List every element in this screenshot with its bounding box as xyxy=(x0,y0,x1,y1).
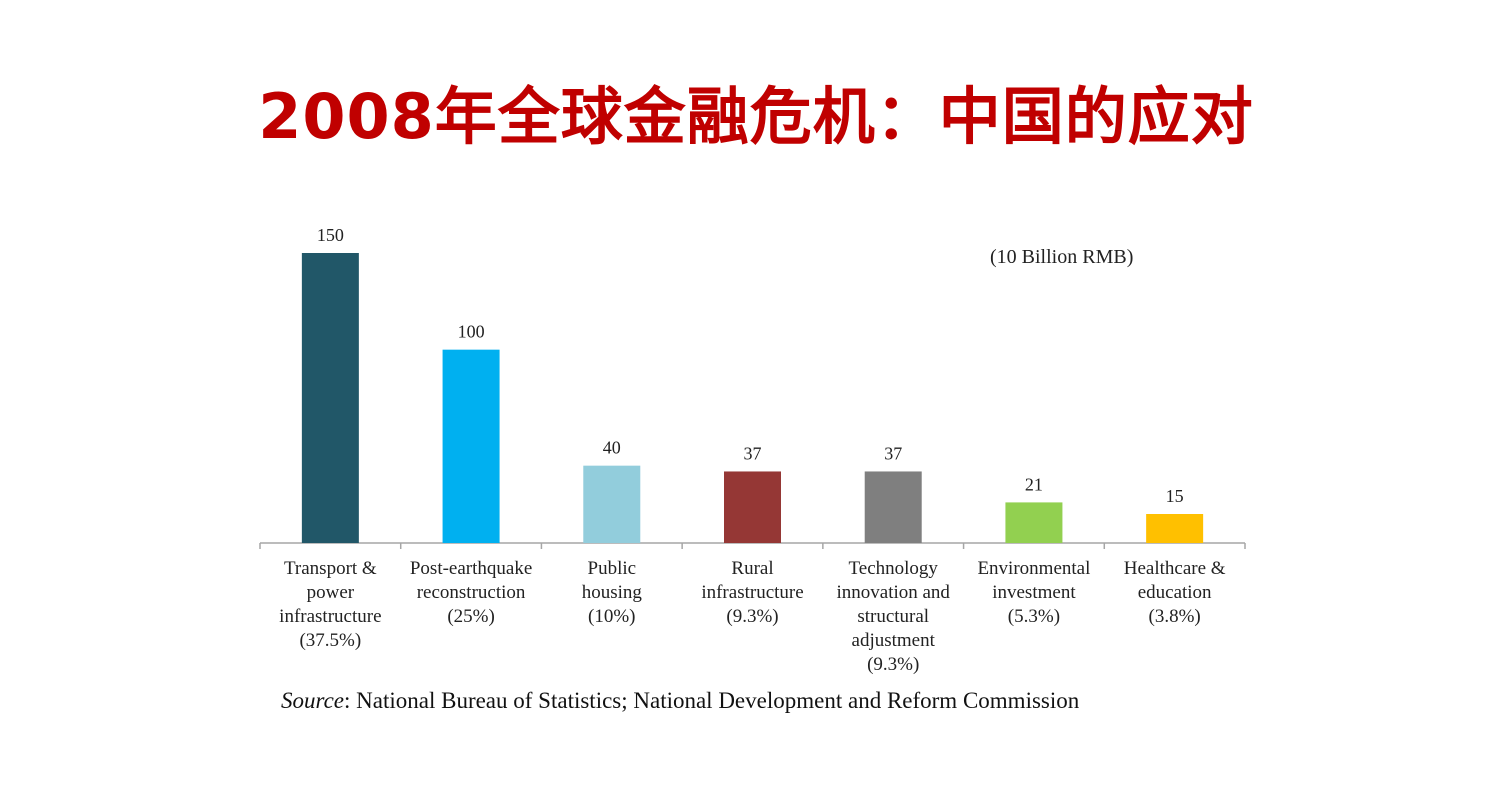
source-label: Source xyxy=(281,688,345,713)
category-label: Post-earthquake xyxy=(410,558,532,579)
data-label: 21 xyxy=(1025,474,1043,494)
category-label: Transport & xyxy=(284,558,377,579)
data-label: 37 xyxy=(744,443,762,463)
category-label: structural xyxy=(857,606,929,627)
category-label: adjustment xyxy=(852,630,936,651)
category-label: infrastructure xyxy=(701,582,803,603)
category-label: Rural xyxy=(731,558,773,579)
bar xyxy=(864,471,922,543)
category-label: education xyxy=(1138,582,1212,603)
category-label: investment xyxy=(992,582,1076,603)
bar xyxy=(724,471,781,543)
category-label: (9.3%) xyxy=(867,654,919,675)
data-label: 40 xyxy=(603,438,621,458)
bar xyxy=(442,349,500,543)
category-label: (25%) xyxy=(447,606,494,627)
source-text: : National Bureau of Statistics; Nationa… xyxy=(344,688,1080,713)
data-label: 15 xyxy=(1166,486,1184,506)
category-label: (9.3%) xyxy=(726,606,778,627)
category-label: reconstruction xyxy=(417,582,526,603)
category-label: infrastructure xyxy=(279,606,381,627)
source-note: Source: National Bureau of Statistics; N… xyxy=(281,688,1079,714)
bar xyxy=(583,465,641,543)
data-label: 150 xyxy=(317,225,344,245)
category-label: (3.8%) xyxy=(1149,606,1201,627)
slide-title: 2008年全球金融危机：中国的应对 xyxy=(258,80,1254,153)
category-label: Technology xyxy=(848,558,938,579)
category-label: power xyxy=(307,582,355,603)
category-label: (10%) xyxy=(588,606,635,627)
category-label: (37.5%) xyxy=(299,630,361,651)
data-label: 37 xyxy=(884,443,902,463)
category-label: innovation and xyxy=(836,582,950,603)
category-label: housing xyxy=(582,582,643,603)
bar xyxy=(301,253,359,543)
category-label: Healthcare & xyxy=(1124,558,1226,579)
bar xyxy=(1005,502,1063,543)
category-label: (5.3%) xyxy=(1008,606,1060,627)
category-label: Public xyxy=(588,558,637,579)
bar xyxy=(1146,514,1204,543)
category-label: Environmental xyxy=(977,558,1090,579)
data-label: 100 xyxy=(458,322,485,342)
unit-note: (10 Billion RMB) xyxy=(990,246,1134,268)
